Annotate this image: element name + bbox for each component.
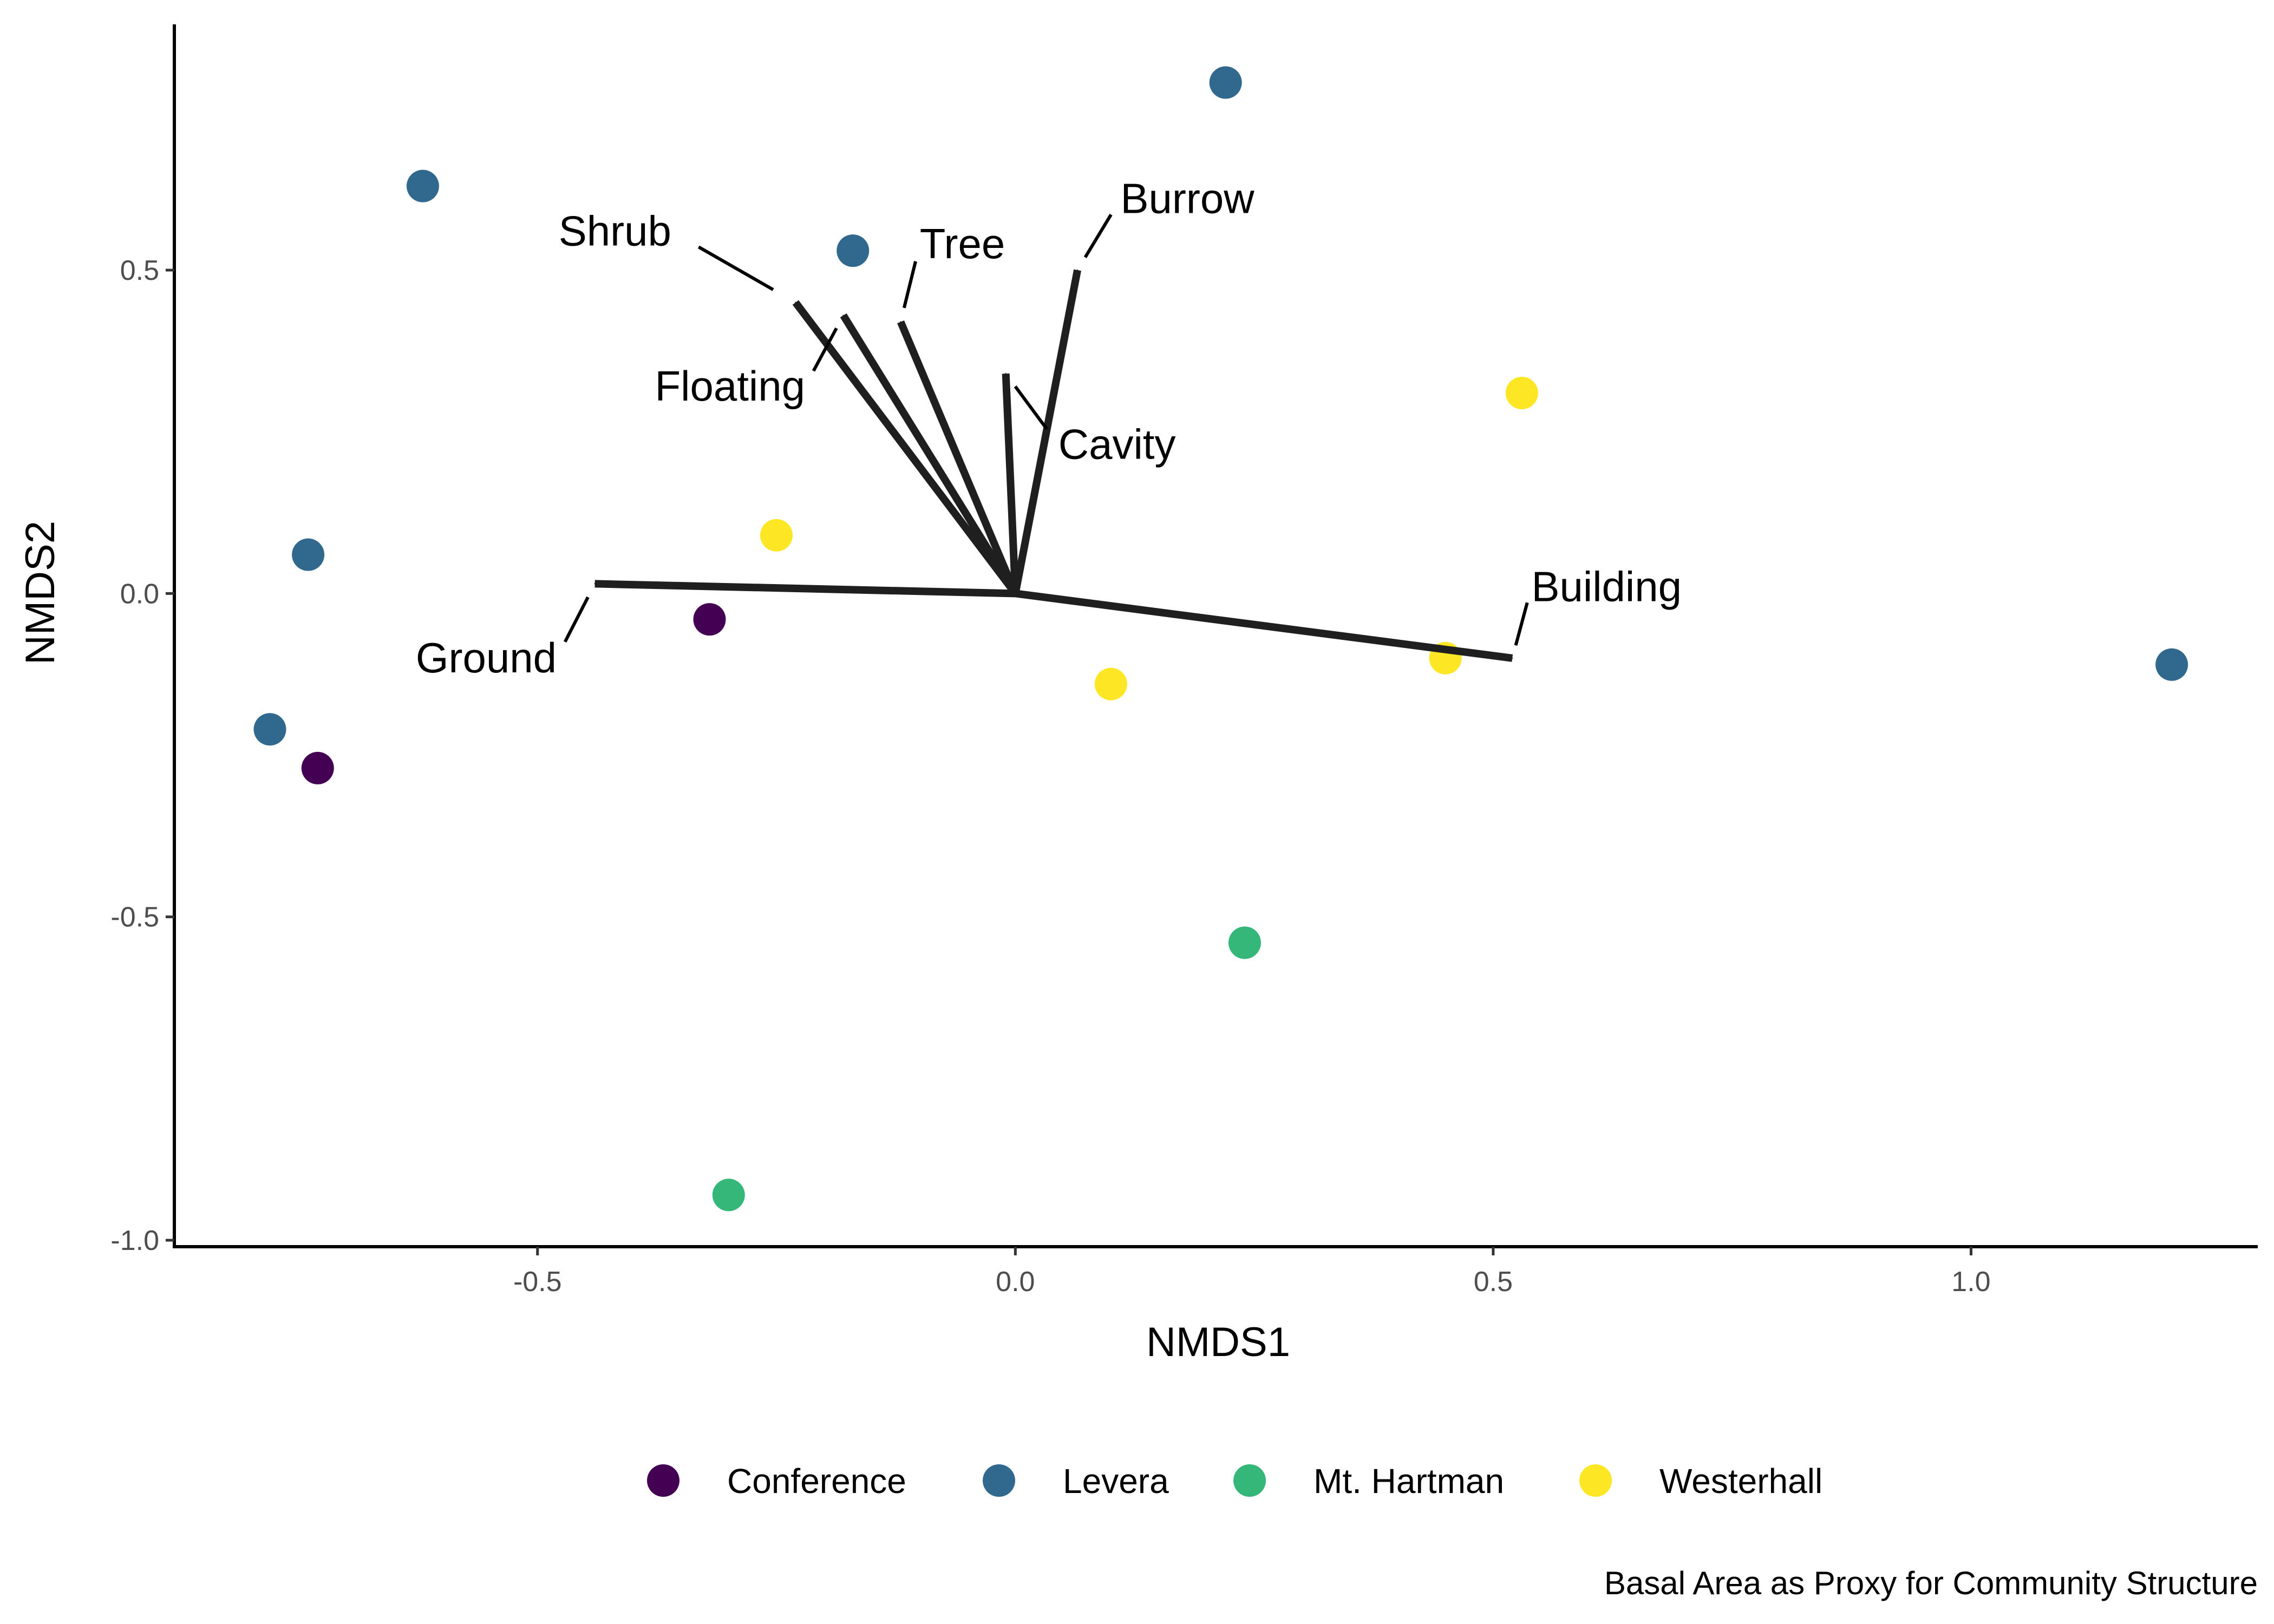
y-tick-label: 0.0 bbox=[120, 578, 159, 610]
point-westerhall bbox=[760, 519, 793, 552]
y-tick-label: -0.5 bbox=[110, 902, 159, 933]
point-levera bbox=[2155, 648, 2188, 681]
vectors-layer bbox=[563, 213, 1529, 662]
vector-label-ground: Ground bbox=[416, 634, 557, 682]
vector-label-cavity: Cavity bbox=[1058, 421, 1176, 468]
legend-label-mt-hartman: Mt. Hartman bbox=[1314, 1462, 1504, 1501]
legend-key-levera bbox=[983, 1464, 1015, 1497]
y-tick-label: -1.0 bbox=[110, 1225, 159, 1256]
points-layer bbox=[253, 66, 2188, 1212]
vector-leader-tree bbox=[902, 261, 917, 309]
vector-arrow-building bbox=[1015, 590, 1514, 662]
vector-arrow-cavity bbox=[1002, 372, 1020, 594]
vector-label-shrub: Shrub bbox=[559, 207, 671, 254]
point-conference bbox=[301, 751, 334, 784]
point-mt-hartman bbox=[712, 1178, 745, 1212]
point-levera bbox=[1209, 66, 1242, 99]
chart-caption: Basal Area as Proxy for Community Struct… bbox=[1604, 1565, 2258, 1601]
vector-leader-building bbox=[1514, 602, 1529, 646]
y-axis-title: NMDS2 bbox=[17, 521, 63, 665]
vector-label-floating: Floating bbox=[655, 362, 805, 410]
point-levera bbox=[292, 538, 325, 571]
point-levera bbox=[837, 234, 870, 267]
point-mt-hartman bbox=[1228, 926, 1261, 959]
vector-leader-floating bbox=[812, 327, 838, 372]
vector-leader-cavity bbox=[1014, 385, 1048, 430]
point-westerhall bbox=[1505, 376, 1538, 409]
vector-leader-shrub bbox=[697, 245, 774, 291]
vector-label-burrow: Burrow bbox=[1120, 175, 1254, 222]
vector-arrow-ground bbox=[593, 580, 1016, 598]
x-tick-label: -0.5 bbox=[513, 1266, 562, 1298]
legend-key-westerhall bbox=[1579, 1464, 1612, 1497]
vector-arrow-floating bbox=[840, 313, 1019, 596]
point-conference bbox=[693, 603, 726, 636]
legend-key-mt-hartman bbox=[1233, 1464, 1266, 1497]
vector-labels-layer: Shrub Tree Burrow Floating Cavity Ground Build… bbox=[416, 175, 1682, 682]
vector-label-tree: Tree bbox=[920, 220, 1005, 267]
legend-label-levera: Levera bbox=[1063, 1462, 1169, 1501]
point-westerhall bbox=[1094, 667, 1127, 700]
vector-arrow-shrub bbox=[792, 300, 1018, 596]
vector-arrow-burrow bbox=[1011, 269, 1081, 594]
vector-leader-ground bbox=[563, 596, 590, 643]
vector-leader-burrow bbox=[1083, 213, 1113, 258]
legend-label-conference: Conference bbox=[727, 1462, 906, 1501]
x-axis-title: NMDS1 bbox=[1146, 1319, 1290, 1365]
x-tick-label: 1.0 bbox=[1951, 1266, 1990, 1298]
legend-key-conference bbox=[647, 1464, 679, 1497]
x-tick-label: 0.0 bbox=[996, 1266, 1035, 1298]
legend-label-westerhall: Westerhall bbox=[1659, 1462, 1822, 1501]
x-tick-label: 0.5 bbox=[1474, 1266, 1513, 1298]
point-levera bbox=[253, 713, 286, 746]
point-levera bbox=[406, 169, 439, 202]
legend: Conference Levera Mt. Hartman Westerhall bbox=[647, 1462, 1822, 1501]
vector-arrow-tree bbox=[897, 320, 1019, 595]
y-tick-label: 0.5 bbox=[120, 255, 159, 286]
axes-layer: -0.5 0.0 0.5 1.0 -1.0 -0.5 0.0 0.5 bbox=[110, 24, 2258, 1298]
vector-label-building: Building bbox=[1531, 562, 1682, 610]
